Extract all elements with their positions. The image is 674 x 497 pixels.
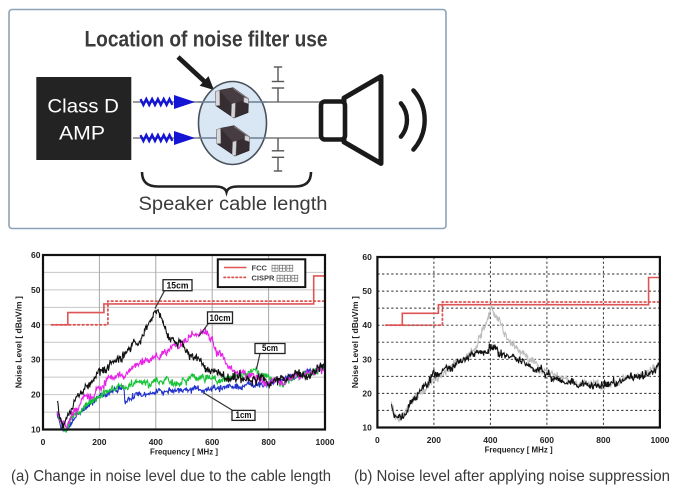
svg-text:5cm: 5cm (262, 343, 278, 353)
svg-text:1000: 1000 (316, 437, 335, 447)
svg-text:FCC: FCC (252, 263, 268, 272)
svg-text:50: 50 (31, 285, 41, 295)
svg-text:200: 200 (92, 437, 106, 447)
svg-text:40: 40 (362, 320, 372, 330)
svg-text:30: 30 (31, 355, 41, 365)
svg-text:0: 0 (375, 435, 380, 445)
svg-text:Class D: Class D (47, 96, 119, 118)
svg-text:(a) Change in noise level due: (a) Change in noise level due to the cab… (11, 468, 331, 485)
svg-text:400: 400 (483, 435, 497, 445)
svg-text:Location of noise filter use: Location of noise filter use (85, 27, 328, 52)
svg-text:200: 200 (427, 435, 441, 445)
svg-text:Noise Level [ dBuV/m ]: Noise Level [ dBuV/m ] (15, 296, 24, 388)
svg-text:400: 400 (149, 437, 163, 447)
svg-text:1000: 1000 (650, 435, 669, 445)
svg-text:10cm: 10cm (210, 313, 231, 323)
svg-text:1cm: 1cm (236, 410, 252, 420)
svg-text:10: 10 (362, 423, 372, 433)
svg-text:CISPR: CISPR (252, 273, 276, 282)
svg-text:800: 800 (262, 437, 276, 447)
svg-text:800: 800 (596, 435, 610, 445)
svg-text:60: 60 (362, 252, 372, 262)
svg-text:30: 30 (362, 354, 372, 364)
svg-text:Noise Level [ dBuV/m ]: Noise Level [ dBuV/m ] (351, 296, 360, 388)
svg-text:15cm: 15cm (167, 280, 189, 290)
svg-text:600: 600 (205, 437, 219, 447)
svg-text:Frequency [ MHz ]: Frequency [ MHz ] (485, 445, 553, 455)
svg-text:20: 20 (362, 388, 372, 398)
svg-text:0: 0 (41, 437, 46, 447)
svg-text:40: 40 (31, 320, 41, 330)
svg-text:50: 50 (362, 286, 372, 296)
svg-text:Speaker cable length: Speaker cable length (139, 194, 328, 215)
svg-text:60: 60 (31, 250, 41, 260)
svg-text:600: 600 (540, 435, 554, 445)
svg-text:20: 20 (31, 390, 41, 400)
svg-text:(b) Noise level after applying: (b) Noise level after applying noise sup… (354, 468, 670, 485)
svg-text:10: 10 (31, 425, 41, 435)
svg-text:AMP: AMP (59, 123, 105, 145)
svg-text:Frequency [ MHz ]: Frequency [ MHz ] (150, 447, 218, 457)
